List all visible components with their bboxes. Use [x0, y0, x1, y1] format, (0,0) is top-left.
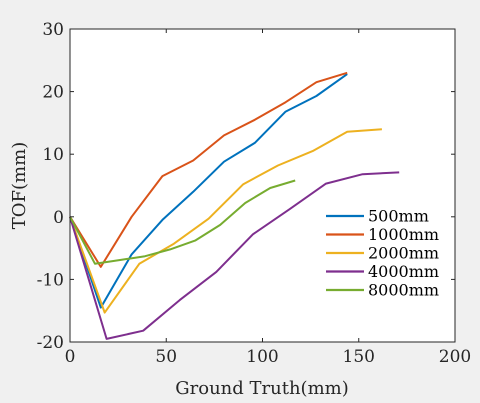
y-tick-label: 20 [42, 83, 64, 103]
x-tick-label: 150 [343, 347, 375, 367]
legend-label: 8000mm [368, 281, 439, 300]
x-axis-title: Ground Truth(mm) [175, 378, 348, 399]
y-tick-label: -20 [37, 333, 64, 353]
y-tick-label: 0 [53, 208, 64, 228]
y-tick-label: 10 [42, 145, 64, 165]
legend-label: 4000mm [368, 262, 439, 281]
legend-label: 1000mm [368, 225, 439, 244]
legend-label: 2000mm [368, 244, 439, 263]
y-tick-label: 30 [42, 20, 64, 40]
x-tick-label: 50 [155, 347, 177, 367]
y-axis-title: TOF(mm) [9, 142, 30, 229]
y-tick-label: -10 [37, 270, 64, 290]
legend-label: 500mm [368, 207, 429, 226]
x-tick-label: 200 [439, 347, 471, 367]
x-tick-label: 0 [65, 347, 76, 367]
x-tick-label: 100 [246, 347, 278, 367]
